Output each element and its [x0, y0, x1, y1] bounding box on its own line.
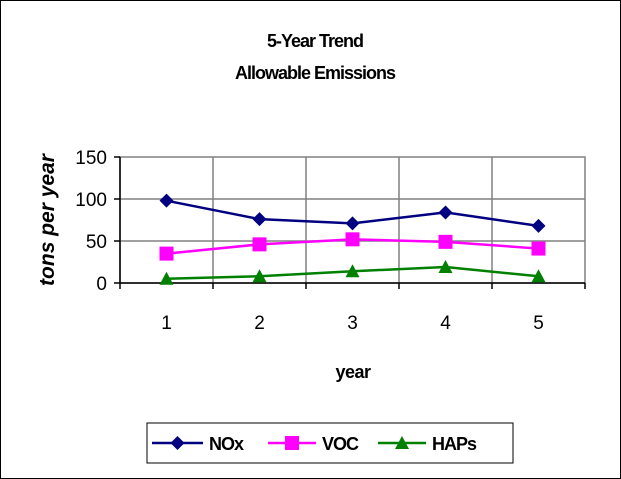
data-point-voc-1 [159, 246, 174, 261]
axes [114, 156, 586, 289]
y-tick-labels: 0 50 100 150 [75, 148, 107, 295]
data-point-voc-2 [252, 237, 267, 252]
data-point-haps-1 [159, 271, 174, 285]
legend-item-haps: HAPs [378, 434, 478, 454]
legend-item-nox: NOx [152, 434, 245, 454]
series-voc [159, 232, 546, 261]
legend-label-voc: VOC [322, 434, 359, 454]
x-axis-label: year [335, 362, 371, 382]
y-axis-label: tons per year [36, 152, 59, 286]
data-point-voc-4 [438, 234, 453, 249]
legend-marker-voc [285, 436, 299, 450]
legend-marker-haps [395, 436, 409, 449]
y-tick-label-2: 100 [75, 190, 107, 211]
data-point-nox-3 [345, 216, 360, 231]
y-tick-label-0: 0 [96, 274, 107, 295]
data-point-haps-2 [252, 269, 267, 283]
legend-marker-nox [170, 436, 185, 450]
data-point-haps-4 [438, 260, 453, 274]
data-point-nox-5 [531, 218, 546, 233]
x-tick-label-3: 4 [440, 313, 451, 334]
series-nox [159, 193, 546, 233]
series-group [159, 193, 546, 285]
x-tick-label-1: 2 [254, 313, 265, 334]
legend: NOx VOC HAPs [152, 434, 478, 454]
x-tick-label-0: 1 [161, 313, 172, 334]
x-tick-label-4: 5 [533, 313, 544, 334]
legend-label-haps: HAPs [432, 434, 477, 454]
data-point-nox-4 [438, 205, 453, 220]
data-point-haps-3 [345, 264, 360, 278]
legend-box [146, 422, 514, 464]
legend-item-voc: VOC [268, 434, 360, 454]
data-point-nox-1 [159, 193, 174, 208]
x-tick-label-2: 3 [347, 313, 358, 334]
series-haps [159, 260, 546, 285]
chart-title-line2: Allowable Emissions [235, 63, 396, 83]
data-point-voc-3 [345, 232, 360, 247]
data-point-haps-5 [531, 269, 546, 283]
y-tick-label-1: 50 [86, 232, 107, 253]
data-point-nox-2 [252, 212, 267, 227]
chart-title-line1: 5-Year Trend [267, 31, 363, 51]
data-point-voc-5 [531, 241, 546, 256]
x-tick-labels: 1 2 3 4 5 [161, 313, 544, 334]
y-tick-label-3: 150 [75, 148, 107, 169]
legend-label-nox: NOx [209, 434, 244, 454]
